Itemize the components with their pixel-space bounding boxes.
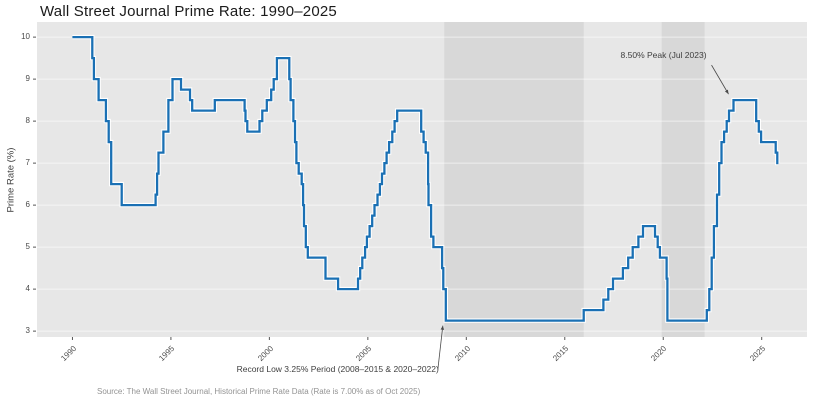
annotation-record-low: Record Low 3.25% Period (2008–2015 & 202… [236,363,439,374]
y-tick-label: 8 [25,116,30,126]
peak-annotation-arrow-head [724,89,729,95]
y-tick-label: 5 [25,242,30,252]
plot-background [37,22,807,337]
y-tick-label: 6 [25,200,30,210]
y-tick-label: 10 [21,32,30,42]
annotation-peak: 8.50% Peak (Jul 2023) [620,50,707,61]
source-note: Source: The Wall Street Journal, Histori… [97,387,421,396]
peak-annotation-arrow [711,64,729,95]
record-low-shaded-band [444,22,584,337]
prime-rate-line [72,35,779,322]
y-tick-label: 7 [25,158,30,168]
y-tick-label: 4 [25,284,30,294]
y-tick-label: 9 [25,74,30,84]
record-low-annotation-arrow [437,325,444,370]
record-low-annotation-arrow-head [440,325,445,330]
chart-title: Wall Street Journal Prime Rate: 1990–202… [40,3,337,20]
y-tick-label: 3 [25,326,30,336]
